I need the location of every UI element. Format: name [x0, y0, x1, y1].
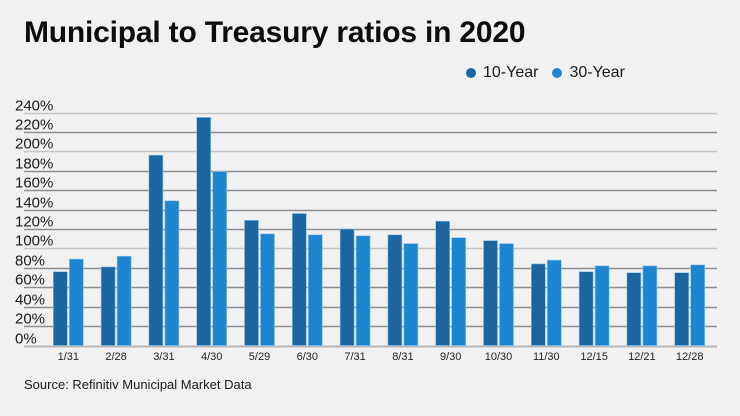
- x-tick-label: 8/31: [392, 351, 413, 363]
- bar-10-year-4-30: [196, 117, 211, 346]
- bar-30-year-5-29: [260, 233, 275, 346]
- x-tick-label: 12/21: [628, 351, 656, 363]
- y-tick-label: 240%: [15, 98, 53, 115]
- bar-30-year-3-31: [164, 200, 180, 346]
- bar-30-year-12-15: [594, 265, 610, 346]
- x-tick-label: 3/31: [153, 351, 174, 363]
- bar-10-year-8-31: [387, 234, 403, 346]
- x-tick-label: 2/28: [105, 351, 126, 363]
- legend-marker-30-year: [552, 68, 563, 78]
- bar-30-year-11-30: [546, 259, 562, 346]
- bar-30-year-8-31: [403, 243, 419, 346]
- bar-10-year-12-21: [626, 272, 642, 346]
- legend-marker-10-year: [466, 68, 476, 78]
- bar-30-year-2-28: [116, 255, 132, 346]
- bar-30-year-1-31: [69, 258, 84, 346]
- x-tick-label: 9/30: [440, 351, 461, 363]
- legend-item-30-year: 30-Year: [552, 64, 625, 82]
- legend-label-30-year: 30-Year: [569, 64, 625, 81]
- gridlines: [24, 112, 717, 348]
- bar-10-year-5-29: [244, 220, 259, 346]
- bar-10-year-7-31: [339, 228, 355, 346]
- x-axis-ticks: 1/31 2/28 3/31 4/30 5/29 6/30 7/31 8/31 9/30 10/3…: [58, 351, 704, 363]
- x-tick-label: 7/31: [344, 351, 365, 363]
- bar-10-year-12-28: [674, 272, 690, 346]
- bar-30-year-6-30: [307, 234, 323, 346]
- bar-10-year-6-30: [291, 213, 307, 346]
- y-tick-label: 100%: [15, 233, 53, 250]
- bar-10-year-11-30: [530, 263, 546, 346]
- legend-item-10-year: 10-Year: [466, 64, 538, 82]
- y-axis-ticks: 0% 20% 40% 60% 80% 100% 120% 140% 160% 180% 200% 22…: [15, 98, 53, 348]
- y-tick-label: 160%: [15, 175, 53, 192]
- x-tick-label: 5/29: [249, 351, 270, 363]
- x-tick-label: 6/30: [297, 351, 318, 363]
- bar-10-year-12-15: [578, 271, 594, 346]
- bar-30-year-12-28: [690, 264, 706, 346]
- bar-10-year-10-30: [483, 240, 498, 346]
- x-tick-label: 10/30: [485, 351, 513, 363]
- bar-30-year-4-30: [212, 171, 227, 346]
- y-tick-label: 120%: [15, 214, 53, 231]
- y-tick-label: 140%: [15, 195, 53, 212]
- x-tick-label: 1/31: [58, 351, 79, 363]
- y-tick-label: 80%: [15, 253, 45, 270]
- y-tick-label: 20%: [15, 311, 45, 328]
- y-tick-label: 0%: [15, 331, 37, 348]
- bars: [52, 117, 706, 346]
- bar-10-year-9-30: [435, 220, 451, 346]
- legend: 10-Year 30-Year: [466, 64, 639, 82]
- y-tick-label: 40%: [15, 292, 45, 309]
- bar-30-year-7-31: [355, 235, 371, 346]
- bar-10-year-3-31: [148, 154, 164, 346]
- y-tick-label: 180%: [15, 156, 53, 173]
- y-tick-label: 200%: [15, 136, 53, 153]
- x-tick-label: 4/30: [201, 351, 222, 363]
- source-note: Source: Refinitiv Municipal Market Data: [24, 377, 252, 392]
- y-tick-label: 60%: [15, 272, 45, 289]
- y-tick-label: 220%: [15, 117, 53, 134]
- legend-label-10-year: 10-Year: [483, 64, 539, 81]
- bar-30-year-9-30: [451, 237, 467, 346]
- bar-30-year-12-21: [642, 265, 658, 346]
- x-tick-label: 12/15: [580, 351, 608, 363]
- bar-10-year-2-28: [100, 266, 116, 346]
- x-tick-label: 11/30: [533, 351, 560, 363]
- x-tick-label: 12/28: [676, 351, 704, 363]
- chart-title: Municipal to Treasury ratios in 2020: [24, 16, 526, 49]
- bar-10-year-1-31: [52, 271, 68, 346]
- bar-30-year-10-30: [499, 243, 514, 346]
